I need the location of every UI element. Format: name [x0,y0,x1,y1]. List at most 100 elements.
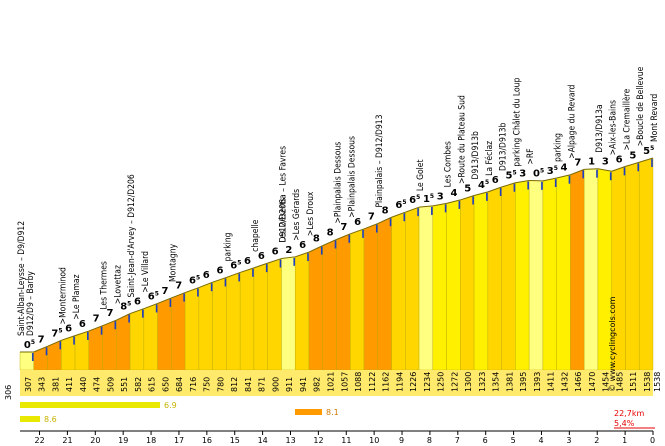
altitude-label: 812 [230,377,239,392]
profile-segment [363,223,378,371]
profile-segment [570,169,585,371]
profile-segment [239,267,255,371]
profile-segment [322,239,337,371]
place-label: >Les Gérards [291,189,302,241]
profile-edge [129,308,145,315]
summary-bar [20,402,160,408]
place-label: Le Golet [416,159,426,191]
altitude-label: 1300 [464,372,473,392]
profile-edge [391,211,406,218]
profile-edge [584,168,598,170]
altitude-label: 1323 [478,372,487,392]
profile-segment [377,216,392,371]
gradient-label: 05 [24,339,35,351]
profile-segment [116,313,131,371]
profile-edge [88,325,103,332]
altitude-label: 1272 [450,372,459,392]
place-label: >Boucle de Bellevue [636,66,646,146]
profile-edge [556,174,571,179]
altitude-label: 1088 [354,372,363,392]
km-axis: 22 21 20 19 18 17 16 15 14 13 12 11 10 9 8 7 6 5 4 3 2 1 0 [35,431,655,445]
profile-edge [212,276,227,283]
km-tick-label: 0 [650,436,655,445]
gradient-label: 7 [340,222,347,233]
km-tick-label: 14 [258,436,268,445]
gradient-label: 6 [616,154,623,165]
profile-segment [226,272,241,371]
km-tick-label: 8 [427,436,432,445]
summary-bar [295,409,322,415]
altitude-label: 1454 [602,372,611,392]
gradient-label: 5 [629,150,636,161]
altitude-label: 1466 [574,372,583,392]
summary-bar [20,416,40,422]
km-tick-label: 11 [341,436,351,445]
km-tick-label: 17 [174,436,184,445]
km-tick-label: 1 [622,436,627,445]
summary-bars: 8.6 6.9 8.1 [20,401,339,424]
gradient-label: 6 [354,217,361,228]
altitude-label: 871 [258,377,267,392]
gradient-label: 7 [574,157,581,168]
summary-bar-value: 8.6 [44,415,57,424]
altitude-label: 1354 [492,372,501,392]
gradient-label: 85 [120,301,131,313]
gradient-label: 5 [464,184,471,195]
gradient-label: 55 [643,145,654,157]
altitude-label: 1511 [629,372,638,392]
altitude-label: 1470 [588,372,597,392]
profile-edge [460,195,475,201]
place-label: >Plainpalais Dessous [334,142,344,224]
gradient-label: 6 [244,256,251,267]
altitude-labels: 307 343 381 411 440 474 509 551 582 615 650 684 716 7… [24,372,652,392]
altitude-label: 716 [189,377,198,392]
km-tick-label: 22 [35,436,45,445]
profile-edge [308,245,323,253]
km-tick-label: 7 [455,436,460,445]
altitude-label: 1021 [327,372,336,392]
place-label: parking [223,232,233,261]
gradient-label: 6 [492,175,499,186]
profile-segment [418,205,434,371]
profile-segment [198,281,213,371]
profile-segment [157,297,172,371]
km-tick-label: 19 [118,436,128,445]
km-tick-label: 2 [594,436,599,445]
place-label: parking [554,133,564,162]
altitude-label: 582 [134,377,143,392]
gradient-label: 6 [258,251,265,262]
altitude-label: 1057 [340,372,349,392]
gradient-label: 6 [79,319,86,330]
gradient-label: 05 [533,168,544,180]
profile-segment [184,287,200,371]
place-label: >Monterminod [58,267,68,324]
profile-segment [267,258,282,371]
km-tick-label: 10 [369,436,379,445]
km-tick-label: 4 [538,436,543,445]
gradient-label: 55 [506,170,517,182]
profile-top-edge [20,157,654,353]
km-tick-label: 16 [202,436,212,445]
start-altitude-label: 306 [4,385,13,400]
place-label: D913/D913b [471,131,481,180]
km-tick-label: 15 [230,436,240,445]
profile-edge [267,258,282,264]
altitude-label: 780 [216,377,225,392]
place-label: >La Cremaillère [621,88,632,150]
place-label: parking Châlet du Loup [512,77,522,166]
climb-distance: 22,7km [614,409,644,418]
profile-segment [391,211,406,371]
profile-segment [639,157,654,371]
altitude-label: 841 [244,377,253,392]
gradient-label: 6 [272,247,279,258]
profile-segment [542,177,557,371]
gradient-label: 3 [437,191,444,202]
profile-edge [570,168,585,176]
gradient-label: 6 [65,324,72,335]
altitude-label: 381 [51,377,60,392]
profile-segment [143,303,158,371]
profile-edge [198,281,213,289]
km-tick-label: 20 [90,436,100,445]
place-label: >Aix-les-Bains [609,100,619,155]
